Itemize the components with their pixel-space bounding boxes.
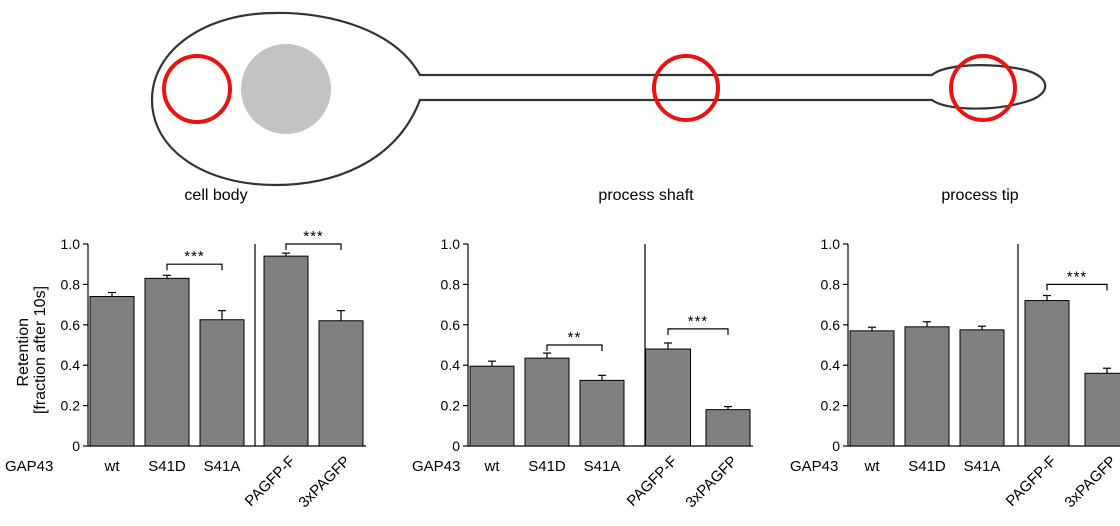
y-tick-label: 0.6 — [821, 317, 841, 333]
y-tick-label: 0 — [72, 438, 80, 454]
bar-3xpagfp — [705, 409, 751, 447]
y-tick-label: 0.4 — [61, 357, 81, 373]
y-tick-label: 0.8 — [441, 276, 461, 292]
y-tick-label: 0 — [832, 438, 840, 454]
significance-bracket — [166, 263, 223, 271]
bar-s41d — [524, 357, 570, 447]
y-tick-label: 0.8 — [821, 276, 841, 292]
bar-s41a — [959, 329, 1005, 447]
bar-3xpagfp — [318, 320, 364, 447]
bar-s41a — [199, 319, 245, 447]
y-tick-label: 0.8 — [61, 276, 81, 292]
x-tick-label-wt: wt — [484, 458, 501, 475]
bar-3xpagfp — [1084, 372, 1120, 447]
x-tick-label-s41d: S41D — [148, 458, 186, 475]
y-tick-label: 0.2 — [61, 398, 81, 414]
y-tick-label: 1.0 — [61, 236, 81, 252]
y-axis-title: Retention [fraction after 10s] — [15, 286, 49, 414]
x-tick-label-s41d: S41D — [528, 458, 566, 475]
x-tick-label-wt: wt — [864, 458, 881, 475]
bar-s41d — [144, 277, 190, 447]
y-tick-label: 0.4 — [441, 357, 461, 373]
y-axis-title-line-1: Retention — [15, 318, 32, 387]
x-tick-label-pagfp-f: PAGFP-F — [1003, 453, 1060, 510]
y-tick-label: 0 — [452, 438, 460, 454]
nucleus — [241, 44, 331, 134]
cell-outline — [150, 11, 1047, 187]
x-tick-label-s41a: S41A — [204, 458, 241, 475]
bar-s41d — [904, 326, 950, 447]
x-tick-label-3xpagfp: 3xPAGFP — [295, 453, 353, 511]
y-tick-label: 1.0 — [821, 236, 841, 252]
y-tick-label: 1.0 — [441, 236, 461, 252]
significance-bracket — [1046, 283, 1108, 291]
bar-wt — [469, 365, 515, 447]
bar-pagfp-f — [263, 255, 309, 447]
significance-bracket — [285, 243, 342, 250]
bar-s41a — [579, 379, 625, 447]
charts: 0 0.2 0.4 0.6 0.8 1.0 GAP43 wt S41D S41A *** PAGFP-… — [5, 228, 1120, 511]
x-tick-label-s41a: S41A — [584, 458, 621, 475]
significance-label: ** — [568, 329, 582, 346]
chart-process-shaft: 0 0.2 0.4 0.6 0.8 1.0 GAP43 wt S41D S41A ** PAGFP-F… — [412, 236, 753, 511]
x-tick-label-3xpagfp: 3xPAGFP — [1061, 453, 1119, 511]
significance-label: *** — [303, 228, 324, 245]
x-tick-label-pagfp-f: PAGFP-F — [624, 453, 681, 510]
roi-circle-process-tip — [949, 54, 1017, 122]
bar-wt — [89, 296, 135, 447]
region-label-process-tip: process tip — [941, 187, 1018, 204]
significance-label: *** — [184, 248, 205, 265]
x-tick-label-3xpagfp: 3xPAGFP — [682, 453, 740, 511]
significance-bracket — [546, 344, 603, 351]
bar-wt — [849, 330, 895, 447]
x-group-prefix-label: GAP43 — [412, 458, 460, 475]
x-group-prefix-label: GAP43 — [5, 458, 53, 475]
bar-pagfp-f — [645, 348, 691, 447]
significance-label: *** — [1067, 268, 1088, 285]
x-tick-label-s41a: S41A — [964, 458, 1001, 475]
roi-circle-cell-body — [162, 54, 232, 124]
x-group-prefix-label: GAP43 — [790, 458, 838, 475]
region-label-cell-body: cell body — [184, 187, 247, 204]
cell-diagram: cell body process shaft process tip — [150, 11, 1047, 204]
significance-label: *** — [688, 313, 709, 330]
y-axis-title-line-2: [fraction after 10s] — [32, 286, 49, 414]
x-tick-label-pagfp-f: PAGFP-F — [242, 453, 299, 510]
x-tick-label-s41d: S41D — [908, 458, 946, 475]
chart-cell-body: 0 0.2 0.4 0.6 0.8 1.0 GAP43 wt S41D S41A *** PAGFP-… — [5, 228, 366, 511]
region-label-process-shaft: process shaft — [598, 187, 694, 204]
y-tick-label: 0.2 — [441, 398, 461, 414]
significance-bracket — [667, 328, 729, 335]
y-tick-label: 0.4 — [821, 357, 841, 373]
bar-pagfp-f — [1024, 300, 1070, 447]
chart-process-tip: 0 0.2 0.4 0.6 0.8 1.0 GAP43 wt S41D S41A PAGFP-F 3x… — [790, 236, 1120, 511]
y-tick-label: 0.6 — [441, 317, 461, 333]
x-tick-label-wt: wt — [104, 458, 121, 475]
roi-circle-process-shaft — [652, 54, 720, 122]
y-tick-label: 0.6 — [61, 317, 81, 333]
y-tick-label: 0.2 — [821, 398, 841, 414]
